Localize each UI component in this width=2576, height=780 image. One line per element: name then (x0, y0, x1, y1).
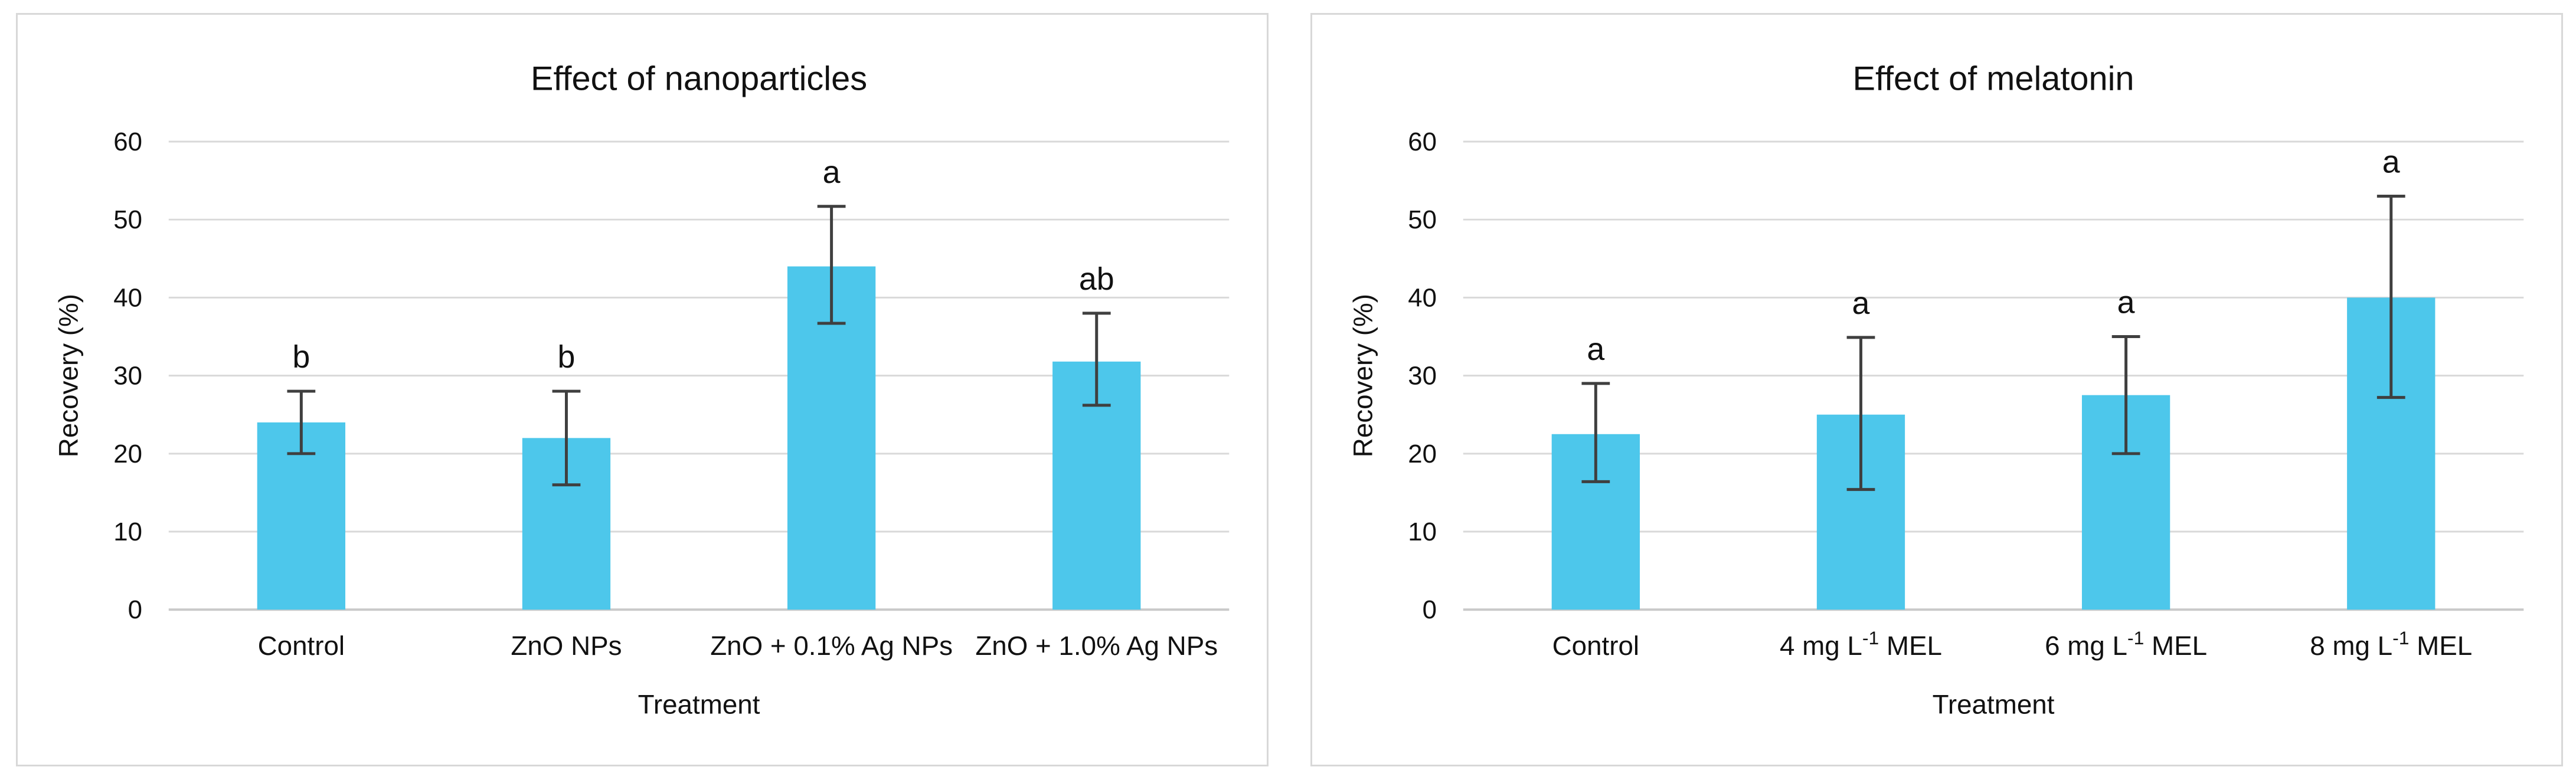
y-tick-label: 40 (113, 283, 142, 312)
x-category-label: Control (258, 631, 345, 661)
chart-title: Effect of melatonin (1853, 60, 2134, 97)
nanoparticles-chart: 0 10 20 30 40 50 60 b b a ab Control ZnO NPs ZnO + 0.… (54, 60, 1230, 719)
significance-letter: ab (1079, 261, 1114, 297)
significance-letter: a (1587, 332, 1604, 367)
y-tick-label: 20 (1408, 440, 1437, 468)
error-bar (1082, 312, 1111, 407)
melatonin-chart-panel: 0 10 20 30 40 50 60 a a a a Control 4 mg L-1 MEL 6 mg… (1310, 13, 2563, 766)
significance-letter: a (823, 155, 841, 190)
x-axis-title: Treatment (638, 689, 760, 719)
y-tick-label: 10 (1408, 517, 1437, 546)
x-category-label: Control (1552, 631, 1640, 661)
melatonin-chart: 0 10 20 30 40 50 60 a a a a Control 4 mg L-1 MEL 6 mg… (1348, 60, 2524, 719)
error-bar (1581, 382, 1610, 483)
x-axis-title: Treatment (1933, 689, 2055, 719)
y-tick-label: 30 (1408, 362, 1437, 391)
error-bar (2376, 195, 2405, 399)
y-tick-label: 60 (113, 127, 142, 156)
error-bar (552, 389, 581, 487)
error-bar (1846, 336, 1875, 491)
x-category-label: 6 mg L-1 MEL (2045, 627, 2207, 661)
y-tick-label: 30 (113, 362, 142, 391)
y-tick-label: 40 (1408, 283, 1437, 312)
y-tick-label: 50 (1408, 205, 1437, 234)
error-bar (2111, 335, 2140, 455)
x-category-label: ZnO NPs (511, 631, 622, 661)
significance-letter: a (2117, 285, 2135, 320)
y-tick-label: 0 (128, 595, 142, 624)
y-axis-title: Recovery (%) (1348, 294, 1378, 457)
nanoparticles-chart-panel: 0 10 20 30 40 50 60 b b a ab Control ZnO NPs ZnO + 0.… (16, 13, 1269, 766)
y-tick-label: 50 (113, 205, 142, 234)
x-category-label: 4 mg L-1 MEL (1780, 627, 1942, 661)
y-tick-label: 10 (113, 517, 142, 546)
x-category-label: 8 mg L-1 MEL (2310, 627, 2472, 661)
significance-letter: a (1852, 286, 1870, 321)
error-bar (287, 389, 316, 455)
x-category-label: ZnO + 0.1% Ag NPs (710, 631, 953, 661)
error-bar (817, 205, 846, 325)
significance-letter: b (558, 339, 576, 375)
y-tick-label: 0 (1423, 595, 1437, 624)
significance-letter: a (2382, 145, 2400, 180)
y-tick-label: 20 (113, 440, 142, 468)
y-tick-label: 60 (1408, 127, 1437, 156)
x-category-label: ZnO + 1.0% Ag NPs (975, 631, 1218, 661)
chart-title: Effect of nanoparticles (531, 60, 867, 97)
significance-letter: b (292, 339, 310, 375)
y-axis-title: Recovery (%) (54, 294, 84, 457)
